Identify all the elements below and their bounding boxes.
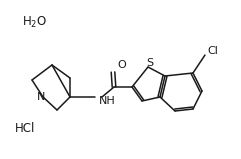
Text: O: O bbox=[117, 60, 126, 70]
Text: N: N bbox=[37, 92, 45, 102]
Text: NH: NH bbox=[99, 96, 116, 106]
Text: Cl: Cl bbox=[207, 46, 218, 56]
Text: HCl: HCl bbox=[15, 121, 35, 135]
Text: $\mathregular{H_2O}$: $\mathregular{H_2O}$ bbox=[22, 14, 47, 30]
Text: S: S bbox=[146, 58, 153, 68]
